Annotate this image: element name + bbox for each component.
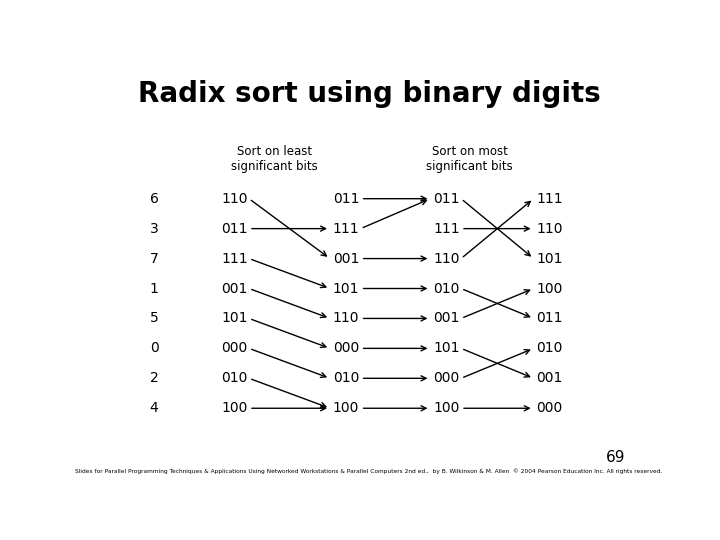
Text: 000: 000 <box>536 401 562 415</box>
Text: 111: 111 <box>536 192 563 206</box>
Text: 000: 000 <box>221 341 248 355</box>
Text: 110: 110 <box>433 252 459 266</box>
Text: 101: 101 <box>221 312 248 326</box>
Text: 010: 010 <box>433 281 459 295</box>
Text: 100: 100 <box>536 281 563 295</box>
Text: 010: 010 <box>536 341 563 355</box>
Text: 010: 010 <box>221 372 248 386</box>
Text: 2: 2 <box>150 372 158 386</box>
Text: 000: 000 <box>333 341 359 355</box>
Text: 011: 011 <box>221 221 248 235</box>
Text: 100: 100 <box>433 401 459 415</box>
Text: 011: 011 <box>433 192 459 206</box>
Text: 110: 110 <box>221 192 248 206</box>
Text: 001: 001 <box>333 252 359 266</box>
Text: 111: 111 <box>333 221 359 235</box>
Text: 101: 101 <box>333 281 359 295</box>
Text: 000: 000 <box>433 372 459 386</box>
Text: Sort on most
significant bits: Sort on most significant bits <box>426 145 513 173</box>
Text: 5: 5 <box>150 312 158 326</box>
Text: 110: 110 <box>333 312 359 326</box>
Text: 7: 7 <box>150 252 158 266</box>
Text: 011: 011 <box>536 312 563 326</box>
Text: 101: 101 <box>536 252 563 266</box>
Text: Sort on least
significant bits: Sort on least significant bits <box>231 145 318 173</box>
Text: 111: 111 <box>221 252 248 266</box>
Text: 001: 001 <box>221 281 248 295</box>
Text: 4: 4 <box>150 401 158 415</box>
Text: 0: 0 <box>150 341 158 355</box>
Text: Radix sort using binary digits: Radix sort using binary digits <box>138 80 600 108</box>
Text: 101: 101 <box>433 341 459 355</box>
Text: 110: 110 <box>536 221 563 235</box>
Text: 100: 100 <box>221 401 248 415</box>
Text: 100: 100 <box>333 401 359 415</box>
Text: 1: 1 <box>150 281 158 295</box>
Text: 111: 111 <box>433 221 460 235</box>
Text: 001: 001 <box>433 312 459 326</box>
Text: 6: 6 <box>150 192 158 206</box>
Text: 011: 011 <box>333 192 359 206</box>
Text: 69: 69 <box>606 450 626 465</box>
Text: 001: 001 <box>536 372 563 386</box>
Text: 3: 3 <box>150 221 158 235</box>
Text: Slides for Parallel Programming Techniques & Applications Using Networked Workst: Slides for Parallel Programming Techniqu… <box>76 469 662 474</box>
Text: 010: 010 <box>333 372 359 386</box>
